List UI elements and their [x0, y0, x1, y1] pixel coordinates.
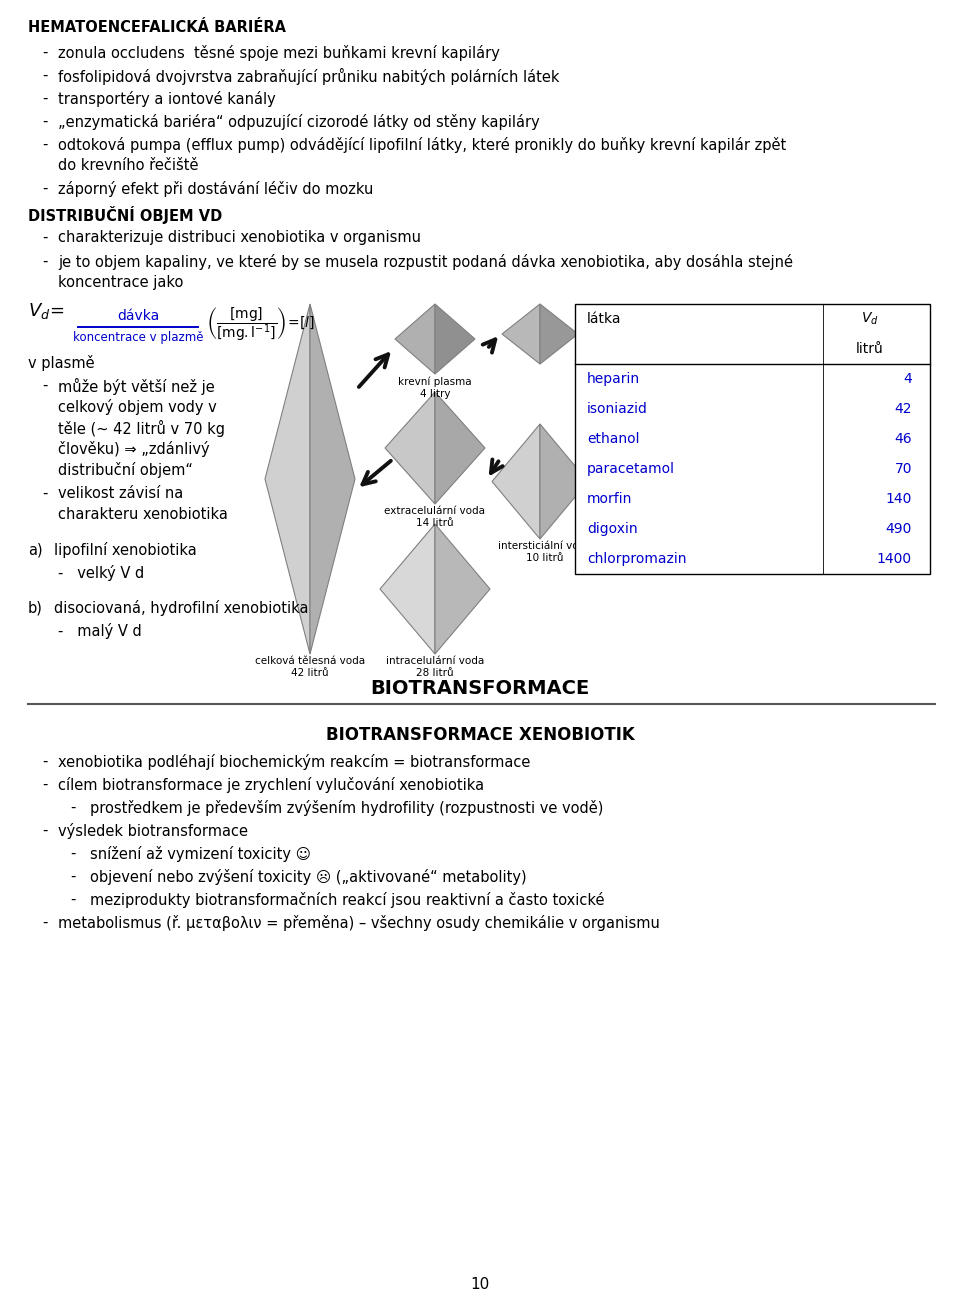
Text: zonula occludens  těsné spoje mezi buňkami krevní kapiláry: zonula occludens těsné spoje mezi buňkam… [58, 45, 500, 61]
Text: disociovaná, hydrofilní xenobiotika: disociovaná, hydrofilní xenobiotika [54, 600, 308, 616]
Text: meziprodukty biotransformačních reakcí jsou reaktivní a často toxické: meziprodukty biotransformačních reakcí j… [90, 892, 605, 908]
Text: charakteru xenobiotika: charakteru xenobiotika [58, 507, 228, 522]
Text: lipofilní xenobiotika: lipofilní xenobiotika [54, 542, 197, 559]
Polygon shape [380, 523, 435, 653]
Text: a): a) [28, 542, 42, 557]
Text: -: - [42, 255, 47, 269]
Text: ethanol: ethanol [587, 433, 639, 446]
Text: -: - [42, 777, 47, 792]
Text: 10: 10 [470, 1277, 490, 1293]
Polygon shape [310, 304, 355, 653]
Text: objevení nebo zvýšení toxicity ☹ („aktivované“ metabolity): objevení nebo zvýšení toxicity ☹ („aktiv… [90, 869, 527, 885]
Text: „enzymatická bariéra“ odpuzující cizorodé látky od stěny kapiláry: „enzymatická bariéra“ odpuzující cizorod… [58, 114, 540, 130]
Text: je to objem kapaliny, ve které by se musela rozpustit podaná dávka xenobiotika, : je to objem kapaliny, ve které by se mus… [58, 255, 793, 270]
Text: -: - [70, 800, 76, 814]
Text: DISTRIBUČNÍ OBJEM VD: DISTRIBUČNÍ OBJEM VD [28, 207, 223, 223]
Text: transportéry a iontové kanály: transportéry a iontové kanály [58, 91, 276, 107]
Text: 4: 4 [903, 372, 912, 386]
Text: -   malý V d: - malý V d [58, 624, 142, 639]
Text: isoniazid: isoniazid [587, 401, 648, 416]
Text: 1400: 1400 [876, 552, 912, 566]
Text: HEMATOENCEFALICKÁ BARIÉRA: HEMATOENCEFALICKÁ BARIÉRA [28, 19, 286, 35]
Polygon shape [435, 523, 490, 653]
Text: -: - [42, 68, 47, 83]
Text: $\left(\dfrac{[\mathrm{mg}]}{[\mathrm{mg.l^{-1}}]}\right)\!=\![l]$: $\left(\dfrac{[\mathrm{mg}]}{[\mathrm{mg… [206, 305, 315, 343]
Text: celkový objem vody v: celkový objem vody v [58, 399, 217, 414]
Text: $V_d\!=\!$: $V_d\!=\!$ [28, 301, 64, 321]
Polygon shape [435, 304, 475, 374]
Text: 70: 70 [895, 462, 912, 475]
Text: do krevního řečiště: do krevního řečiště [58, 158, 199, 173]
Text: látka: látka [587, 312, 621, 326]
Text: heparin: heparin [587, 372, 640, 386]
Text: krevní plasma
4 litry: krevní plasma 4 litry [585, 309, 659, 333]
Polygon shape [540, 423, 588, 539]
Polygon shape [435, 392, 485, 504]
Text: 490: 490 [886, 522, 912, 536]
Polygon shape [540, 304, 578, 364]
Text: 46: 46 [895, 433, 912, 446]
Text: -   velký V d: - velký V d [58, 565, 144, 581]
Text: $V_d$: $V_d$ [861, 310, 878, 327]
Polygon shape [395, 304, 435, 374]
Text: prostředkem je především zvýšením hydrofility (rozpustnosti ve vodě): prostředkem je především zvýšením hydrof… [90, 800, 604, 816]
Bar [575, 304, 930, 574]
Text: -: - [42, 378, 47, 394]
Text: -: - [70, 846, 76, 861]
Text: intersticiální voda
10 litrů: intersticiální voda 10 litrů [498, 540, 591, 564]
Text: -: - [42, 753, 47, 769]
Text: cílem biotransformace je zrychlení vylučování xenobiotika: cílem biotransformace je zrychlení vyluč… [58, 777, 484, 792]
Text: -: - [70, 892, 76, 907]
Text: dávka: dávka [117, 309, 159, 323]
Text: fosfolipidová dvojvrstva zabraňující průniku nabitých polárních látek: fosfolipidová dvojvrstva zabraňující prů… [58, 68, 560, 84]
Text: člověku) ⇒ „zdánlivý: člověku) ⇒ „zdánlivý [58, 440, 209, 457]
Polygon shape [265, 304, 310, 653]
Text: celková tělesná voda
42 litrů: celková tělesná voda 42 litrů [255, 656, 365, 678]
Text: chlorpromazin: chlorpromazin [587, 552, 686, 566]
Text: -: - [42, 824, 47, 838]
Text: intracelulární voda
28 litrů: intracelulární voda 28 litrů [386, 656, 484, 678]
Polygon shape [502, 304, 540, 364]
Text: b): b) [28, 600, 43, 614]
Text: výsledek biotransformace: výsledek biotransformace [58, 824, 248, 839]
Text: -: - [42, 91, 47, 107]
Text: xenobiotika podléhají biochemickým reakcím = biotransformace: xenobiotika podléhají biochemickým reakc… [58, 753, 530, 770]
Text: -: - [70, 869, 76, 885]
Text: -: - [42, 136, 47, 152]
Text: -: - [42, 45, 47, 60]
Text: může být větší než je: může být větší než je [58, 378, 215, 395]
Text: -: - [42, 230, 47, 246]
Text: metabolismus (ř. μεταβολιν = přeměna) – všechny osudy chemikálie v organismu: metabolismus (ř. μεταβολιν = přeměna) – … [58, 914, 660, 931]
Polygon shape [492, 423, 540, 539]
Text: těle (~ 42 litrů v 70 kg: těle (~ 42 litrů v 70 kg [58, 420, 225, 436]
Text: BIOTRANSFORMACE: BIOTRANSFORMACE [371, 679, 589, 698]
Text: morfin: morfin [587, 492, 633, 507]
Text: distribuční objem“: distribuční objem“ [58, 462, 193, 478]
Text: v plasmě: v plasmě [28, 355, 95, 372]
Text: -: - [42, 914, 47, 930]
Text: velikost závisí na: velikost závisí na [58, 486, 183, 501]
Text: -: - [42, 114, 47, 129]
Text: odtoková pumpa (efflux pump) odvádějící lipofilní látky, které pronikly do buňky: odtoková pumpa (efflux pump) odvádějící … [58, 136, 786, 153]
Text: digoxin: digoxin [587, 522, 637, 536]
Text: charakterizuje distribuci xenobiotika v organismu: charakterizuje distribuci xenobiotika v … [58, 230, 421, 246]
Text: koncentrace jako: koncentrace jako [58, 275, 183, 290]
Text: litrů: litrů [856, 342, 884, 356]
Text: 140: 140 [886, 492, 912, 507]
Text: -: - [42, 181, 47, 196]
Text: snížení až vymizení toxicity ☺: snížení až vymizení toxicity ☺ [90, 846, 311, 863]
Text: extracelulární voda
14 litrů: extracelulární voda 14 litrů [385, 507, 486, 529]
Text: -: - [42, 486, 47, 501]
Text: BIOTRANSFORMACE XENOBIOTIK: BIOTRANSFORMACE XENOBIOTIK [325, 726, 635, 744]
Polygon shape [385, 392, 435, 504]
Text: paracetamol: paracetamol [587, 462, 675, 475]
Text: záporný efekt při dostávání léčiv do mozku: záporný efekt při dostávání léčiv do moz… [58, 181, 373, 197]
Text: koncentrace v plazmě: koncentrace v plazmě [73, 331, 204, 344]
Text: krevní plasma
4 litry: krevní plasma 4 litry [398, 375, 471, 399]
Text: 42: 42 [895, 401, 912, 416]
